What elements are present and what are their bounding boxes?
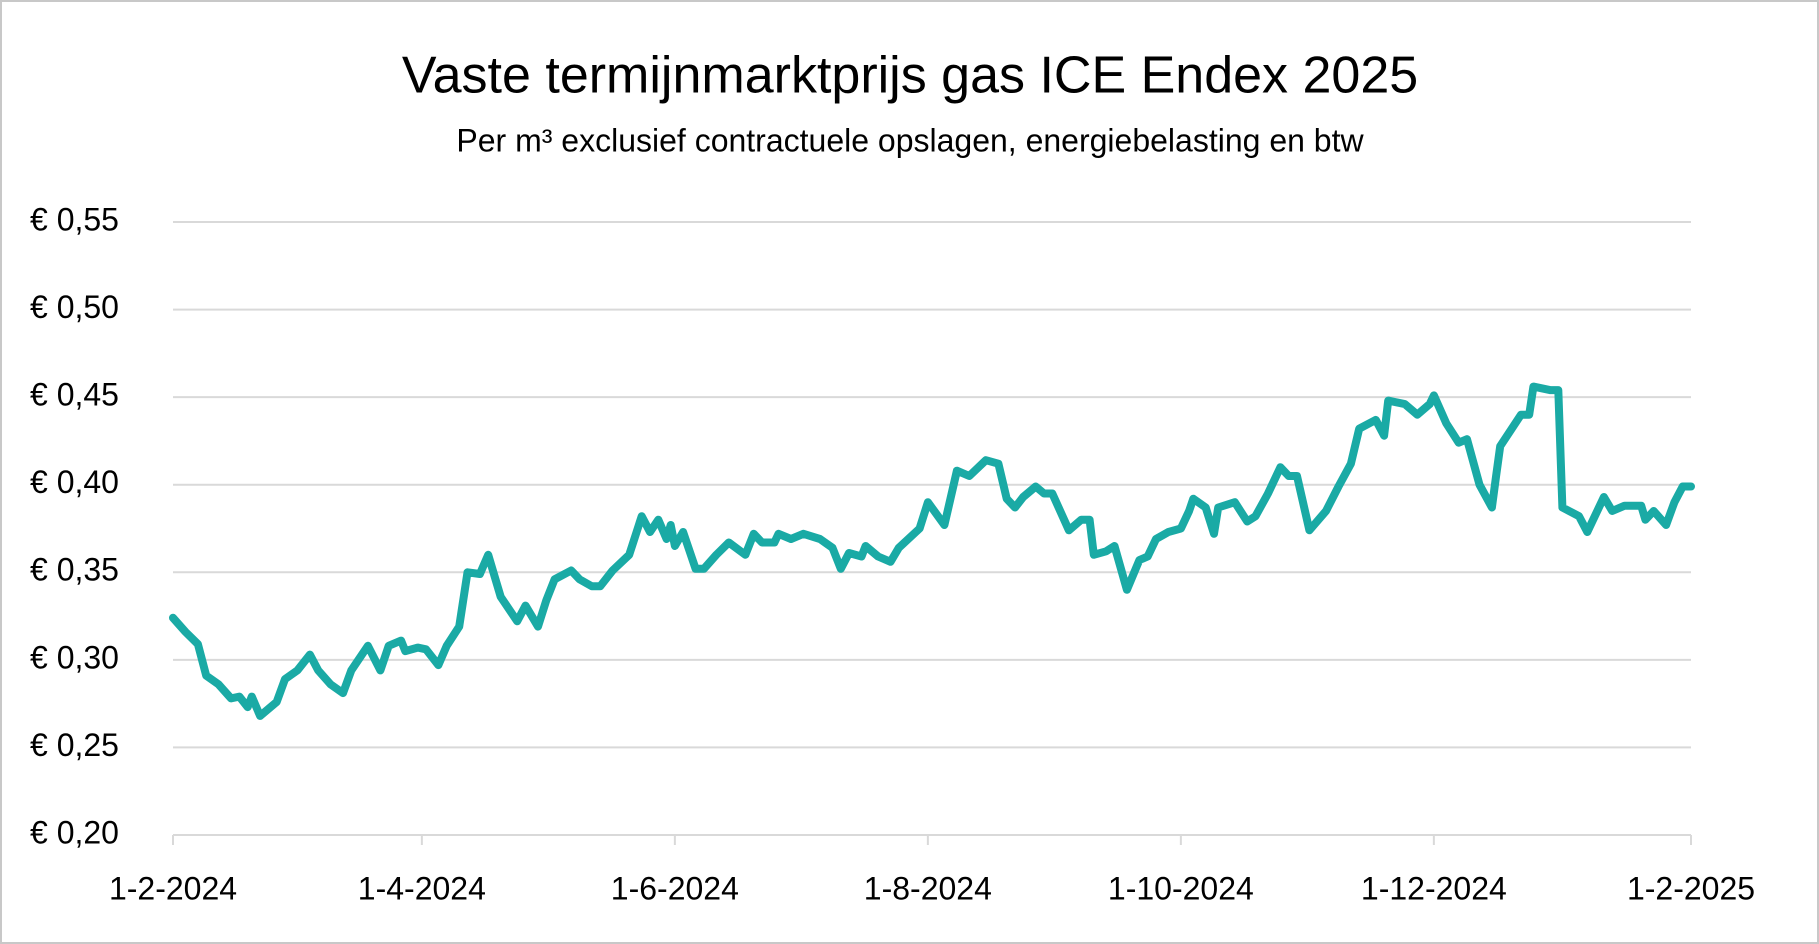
x-tick-label: 1-2-2025 <box>1627 870 1755 906</box>
y-tick-label: € 0,45 <box>30 377 119 413</box>
x-tick-label: 1-4-2024 <box>358 870 486 906</box>
x-tick-label: 1-2-2024 <box>109 870 237 906</box>
chart-subtitle: Per m³ exclusief contractuele opslagen, … <box>456 122 1364 158</box>
chart-title: Vaste termijnmarktprijs gas ICE Endex 20… <box>402 47 1418 105</box>
x-tick-label: 1-8-2024 <box>864 870 992 906</box>
y-tick-label: € 0,20 <box>30 814 119 850</box>
y-tick-label: € 0,50 <box>30 289 119 325</box>
y-tick-label: € 0,30 <box>30 639 119 675</box>
y-tick-label: € 0,55 <box>30 201 119 237</box>
y-tick-label: € 0,40 <box>30 464 119 500</box>
line-series <box>169 382 1695 720</box>
x-tick-label: 1-10-2024 <box>1108 870 1254 906</box>
y-tick-label: € 0,25 <box>30 727 119 763</box>
x-tick-label: 1-6-2024 <box>611 870 739 906</box>
y-tick-label: € 0,35 <box>30 552 119 588</box>
x-tick-label: 1-12-2024 <box>1361 870 1507 906</box>
